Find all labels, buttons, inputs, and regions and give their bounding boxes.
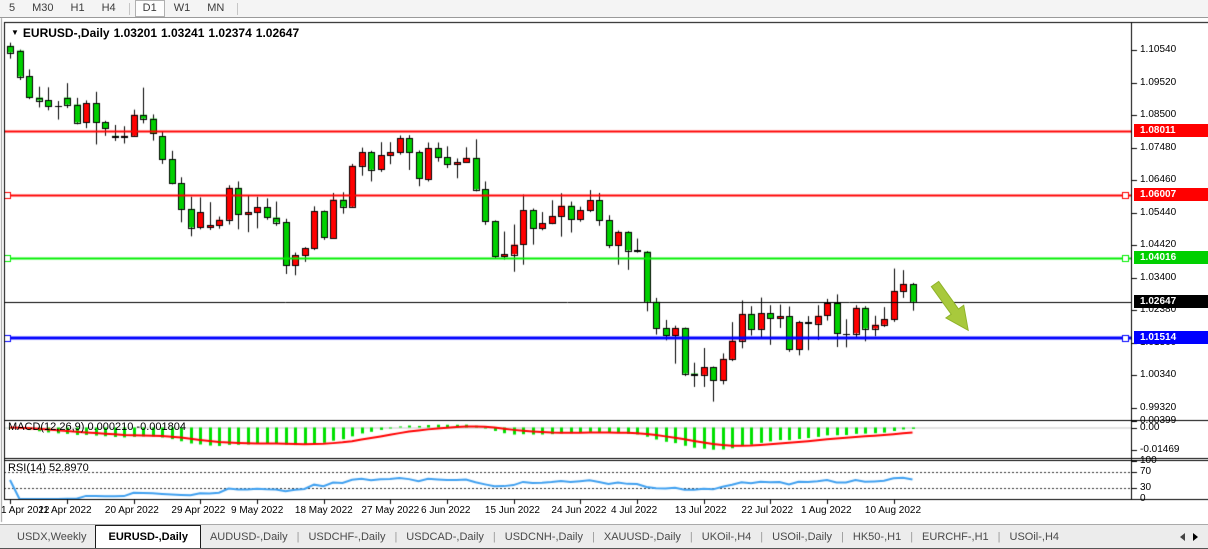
timeframe-button-5[interactable]: 5 <box>9 2 16 14</box>
macd-readout: 0.000210 -0.001804 <box>87 421 186 433</box>
macd-axis-label: 0.00399 <box>1140 415 1177 427</box>
date-axis-label: 27 May 2022 <box>361 505 420 516</box>
ohlc-low: 1.02374 <box>208 26 252 40</box>
tab-divider: | <box>296 530 300 543</box>
date-axis-label: 1 Aug 2022 <box>801 505 852 516</box>
date-axis-label: 15 Jun 2022 <box>484 505 540 516</box>
macd-indicator-label: MACD(12,26,9) 0.000210 -0.001804 <box>8 421 186 433</box>
symbol-tab-usoil-h4[interactable]: USOil-,H4 <box>1009 530 1060 543</box>
symbol-tab-audusd-daily[interactable]: AUDUSD-,Daily <box>209 530 288 543</box>
symbol-tab-xauusd-daily[interactable]: XAUUSD-,Daily <box>603 530 681 543</box>
tab-divider: | <box>492 530 496 543</box>
macd-axis-label: -0.01469 <box>1140 444 1180 456</box>
tab-divider: | <box>997 530 1001 543</box>
symbol-tabbar: USDX,Weekly EURUSD-,Daily AUDUSD-,Daily | US… <box>0 524 1208 549</box>
price-axis-tick-label: 1.08500 <box>1140 109 1177 121</box>
tab-scroll-left-button[interactable] <box>1180 532 1185 541</box>
symbol-tab-usdchf-daily[interactable]: USDCHF-,Daily <box>308 530 386 543</box>
price-axis-tick-label: 1.06460 <box>1140 174 1177 186</box>
hline-price-tag[interactable]: 1.04016 <box>1134 251 1208 265</box>
price-axis-tick-label: 1.10540 <box>1140 44 1177 55</box>
hline-price-tag[interactable]: 1.01514 <box>1134 330 1208 344</box>
ohlc-high: 1.03241 <box>161 26 205 40</box>
symbol-tab-hk50-h1[interactable]: HK50-,H1 <box>852 530 902 543</box>
date-axis-label: 6 Jun 2022 <box>421 505 471 516</box>
chart-dropdown-icon[interactable]: ▼ <box>11 28 19 37</box>
price-axis-tick-label: 1.09520 <box>1140 76 1177 88</box>
tab-scroll-controls <box>1170 525 1208 548</box>
rsi-axis-label: 0 <box>1140 493 1146 504</box>
ohlc-close: 1.02647 <box>255 26 300 40</box>
date-axis-label: 11 Apr 2022 <box>38 505 92 516</box>
tab-divider: | <box>841 530 844 543</box>
date-axis-label: 13 Jul 2022 <box>674 505 727 516</box>
tab-divider: | <box>760 530 764 543</box>
price-axis-tick-label: 1.02380 <box>1140 304 1177 316</box>
ohlc-open: 1.03201 <box>113 26 157 40</box>
hline-price-tag[interactable]: 1.06007 <box>1134 187 1208 201</box>
price-axis-tick-label: 1.03400 <box>1140 271 1177 283</box>
date-axis-label: 18 May 2022 <box>294 505 353 516</box>
tab-divider: | <box>910 530 914 543</box>
symbol-tab-eurusd-daily[interactable]: EURUSD-,Daily <box>95 525 201 548</box>
date-axis-label: 24 Jun 2022 <box>551 505 607 516</box>
date-axis-label: 1 Apr 2022 <box>1 505 50 516</box>
date-axis-label: 9 May 2022 <box>231 505 284 516</box>
timeframe-button-H1[interactable]: H1 <box>70 2 85 14</box>
price-axis-tick-label: 0.99320 <box>1140 401 1177 413</box>
rsi-readout: 52.8970 <box>48 462 89 474</box>
chart-symbol-period: EURUSD-,Daily <box>22 26 110 40</box>
timeframe-button-MN[interactable]: MN <box>207 2 225 14</box>
tab-divider: | <box>394 530 398 543</box>
symbol-tab-usoil-daily[interactable]: USOil-,Daily <box>772 530 833 543</box>
rsi-axis-label: 70 <box>1140 466 1152 478</box>
toolbar-separator <box>128 2 130 15</box>
date-axis-label: 29 Apr 2022 <box>171 505 226 516</box>
date-axis-label: 4 Jul 2022 <box>611 505 658 516</box>
symbol-tab-usdcad-daily[interactable]: USDCAD-,Daily <box>406 530 484 543</box>
symbol-tab-usdx-weekly[interactable]: USDX,Weekly <box>17 530 87 543</box>
symbol-tab-usdcnh-daily[interactable]: USDCNH-,Daily <box>504 530 584 543</box>
symbol-tab-eurchf-h1[interactable]: EURCHF-,H1 <box>922 530 989 543</box>
tab-scroll-right-button[interactable] <box>1193 532 1198 541</box>
timeframe-toolbar: 5 M30 H1 H4 D1 W1 MN <box>0 0 1208 18</box>
rsi-indicator-label: RSI(14) 52.8970 <box>8 462 89 474</box>
date-axis-label: 22 Jul 2022 <box>741 505 794 516</box>
tab-divider: | <box>592 530 595 543</box>
price-axis-tick-label: 1.00340 <box>1140 369 1177 381</box>
timeframe-button-H4[interactable]: H4 <box>101 2 116 14</box>
macd-axis-label: 0.00 <box>1140 421 1160 433</box>
price-axis-tick-label: 1.04420 <box>1140 239 1177 251</box>
symbol-tab-ukoil-h4[interactable]: UKOil-,H4 <box>701 530 752 543</box>
date-axis-label: 10 Aug 2022 <box>864 505 922 516</box>
rsi-axis-label: 100 <box>1140 455 1157 466</box>
timeframe-button-M30[interactable]: M30 <box>32 2 54 14</box>
tab-divider: | <box>689 530 693 543</box>
current-price-tag: 1.02647 <box>1134 294 1208 308</box>
toolbar-separator <box>237 2 239 15</box>
price-axis-tick-label: 1.07480 <box>1140 141 1177 153</box>
chart-title: ▼ EURUSD-,Daily 1.03201 1.03241 1.02374 … <box>11 26 299 40</box>
date-axis-label: 20 Apr 2022 <box>104 505 159 516</box>
price-axis-tick-label: 1.05440 <box>1140 206 1177 218</box>
timeframe-button-W1[interactable]: W1 <box>173 2 191 14</box>
timeframe-button-D1[interactable]: D1 <box>134 0 165 17</box>
hline-price-tag[interactable]: 1.08011 <box>1134 123 1208 137</box>
rsi-axis-label: 30 <box>1140 481 1152 493</box>
